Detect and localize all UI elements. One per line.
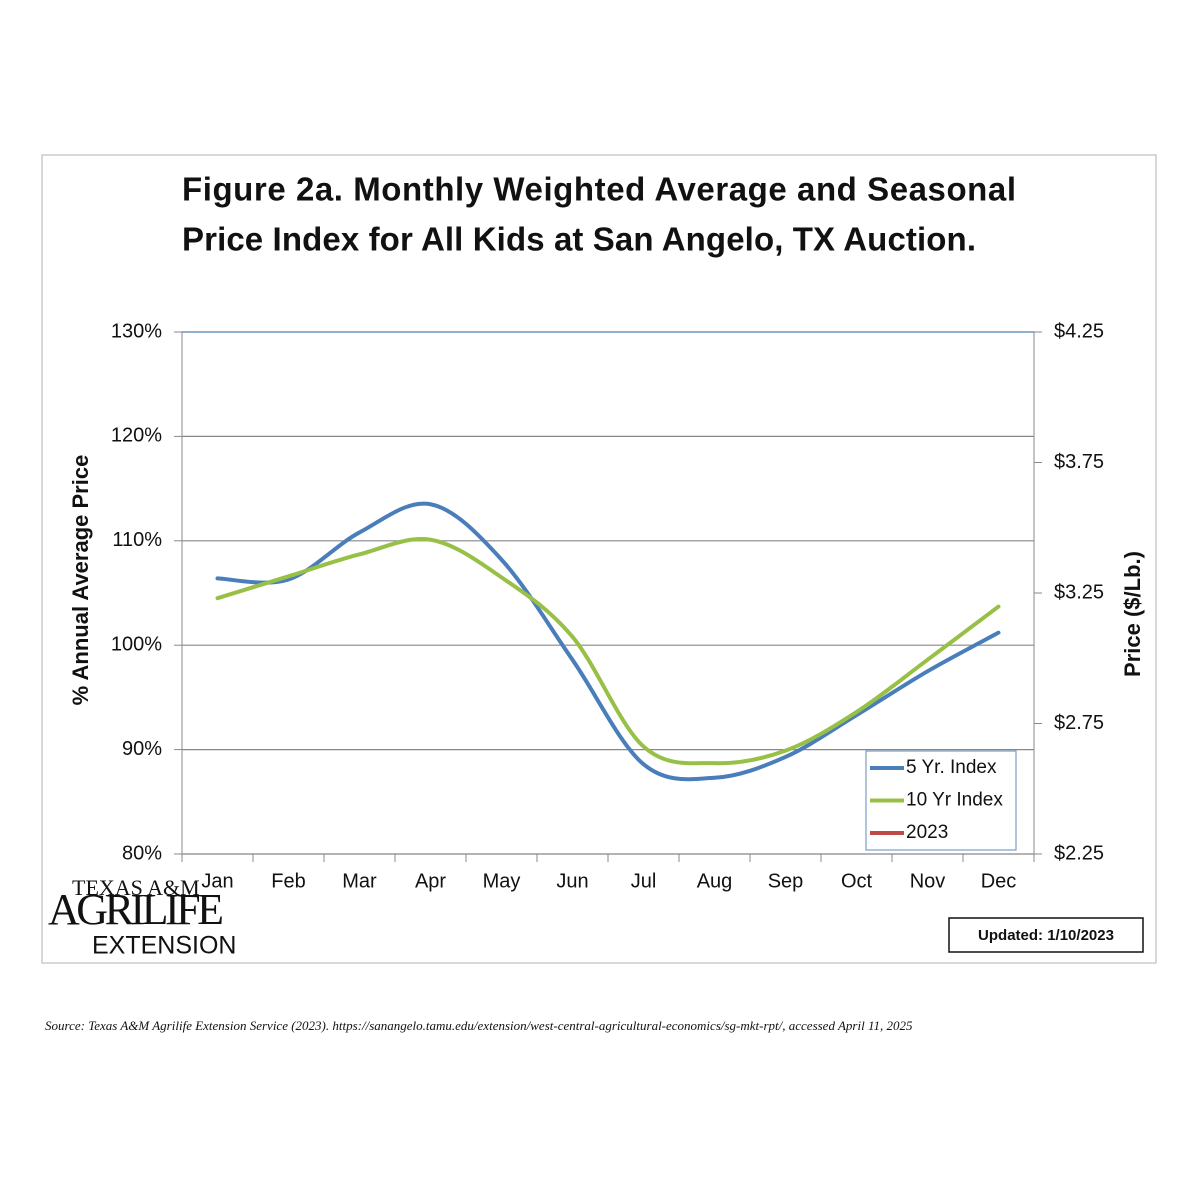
x-tick-label: May (483, 870, 521, 892)
y2-axis-label: Price ($/Lb.) (1120, 551, 1145, 677)
logo: TEXAS A&M (72, 875, 200, 900)
logo: EXTENSION (92, 932, 236, 960)
y-axis-label: % Annual Average Price (68, 455, 93, 706)
updated-label: Updated: 1/10/2023 (978, 927, 1114, 944)
x-tick-label: Feb (271, 870, 305, 892)
y2-tick-label: $3.75 (1054, 451, 1104, 473)
y-tick-label: 110% (112, 529, 162, 551)
y-tick-label: 120% (111, 425, 162, 447)
updated-box (948, 917, 1144, 953)
legend-label: 5 Yr. Index (906, 757, 997, 778)
chart-title: Price Index for All Kids at San Angelo, … (182, 221, 976, 258)
legend-label: 10 Yr Index (906, 790, 1003, 811)
x-tick-label: Nov (910, 870, 946, 892)
x-tick-label: Sep (768, 870, 804, 892)
y-tick-label: 100% (111, 633, 162, 655)
series-line (215, 537, 1001, 766)
x-tick-label: Dec (981, 870, 1017, 892)
y2-tick-label: $2.25 (1054, 842, 1104, 864)
source: Source: Texas A&M Agrilife Extension Ser… (45, 1018, 913, 1033)
x-tick-label: Mar (342, 870, 377, 892)
x-tick-label: Jun (556, 870, 588, 892)
y2-tick-label: $3.25 (1054, 581, 1104, 603)
y2-tick-label: $4.25 (1054, 320, 1104, 342)
x-tick-label: Apr (415, 870, 446, 892)
x-tick-label: Jul (631, 870, 657, 892)
x-tick-label: Oct (841, 870, 873, 892)
chart-title: Figure 2a. Monthly Weighted Average and … (182, 171, 1016, 208)
logo: AGRILIFE (48, 885, 224, 934)
y-tick-label: 130% (111, 320, 162, 342)
legend-label: 2023 (906, 822, 948, 843)
y-tick-label: 80% (122, 842, 162, 864)
x-tick-label: Jan (201, 870, 233, 892)
y2-tick-label: $2.75 (1054, 712, 1104, 734)
y-tick-label: 90% (122, 738, 162, 760)
x-tick-label: Aug (697, 870, 733, 892)
series-line (215, 501, 1001, 782)
